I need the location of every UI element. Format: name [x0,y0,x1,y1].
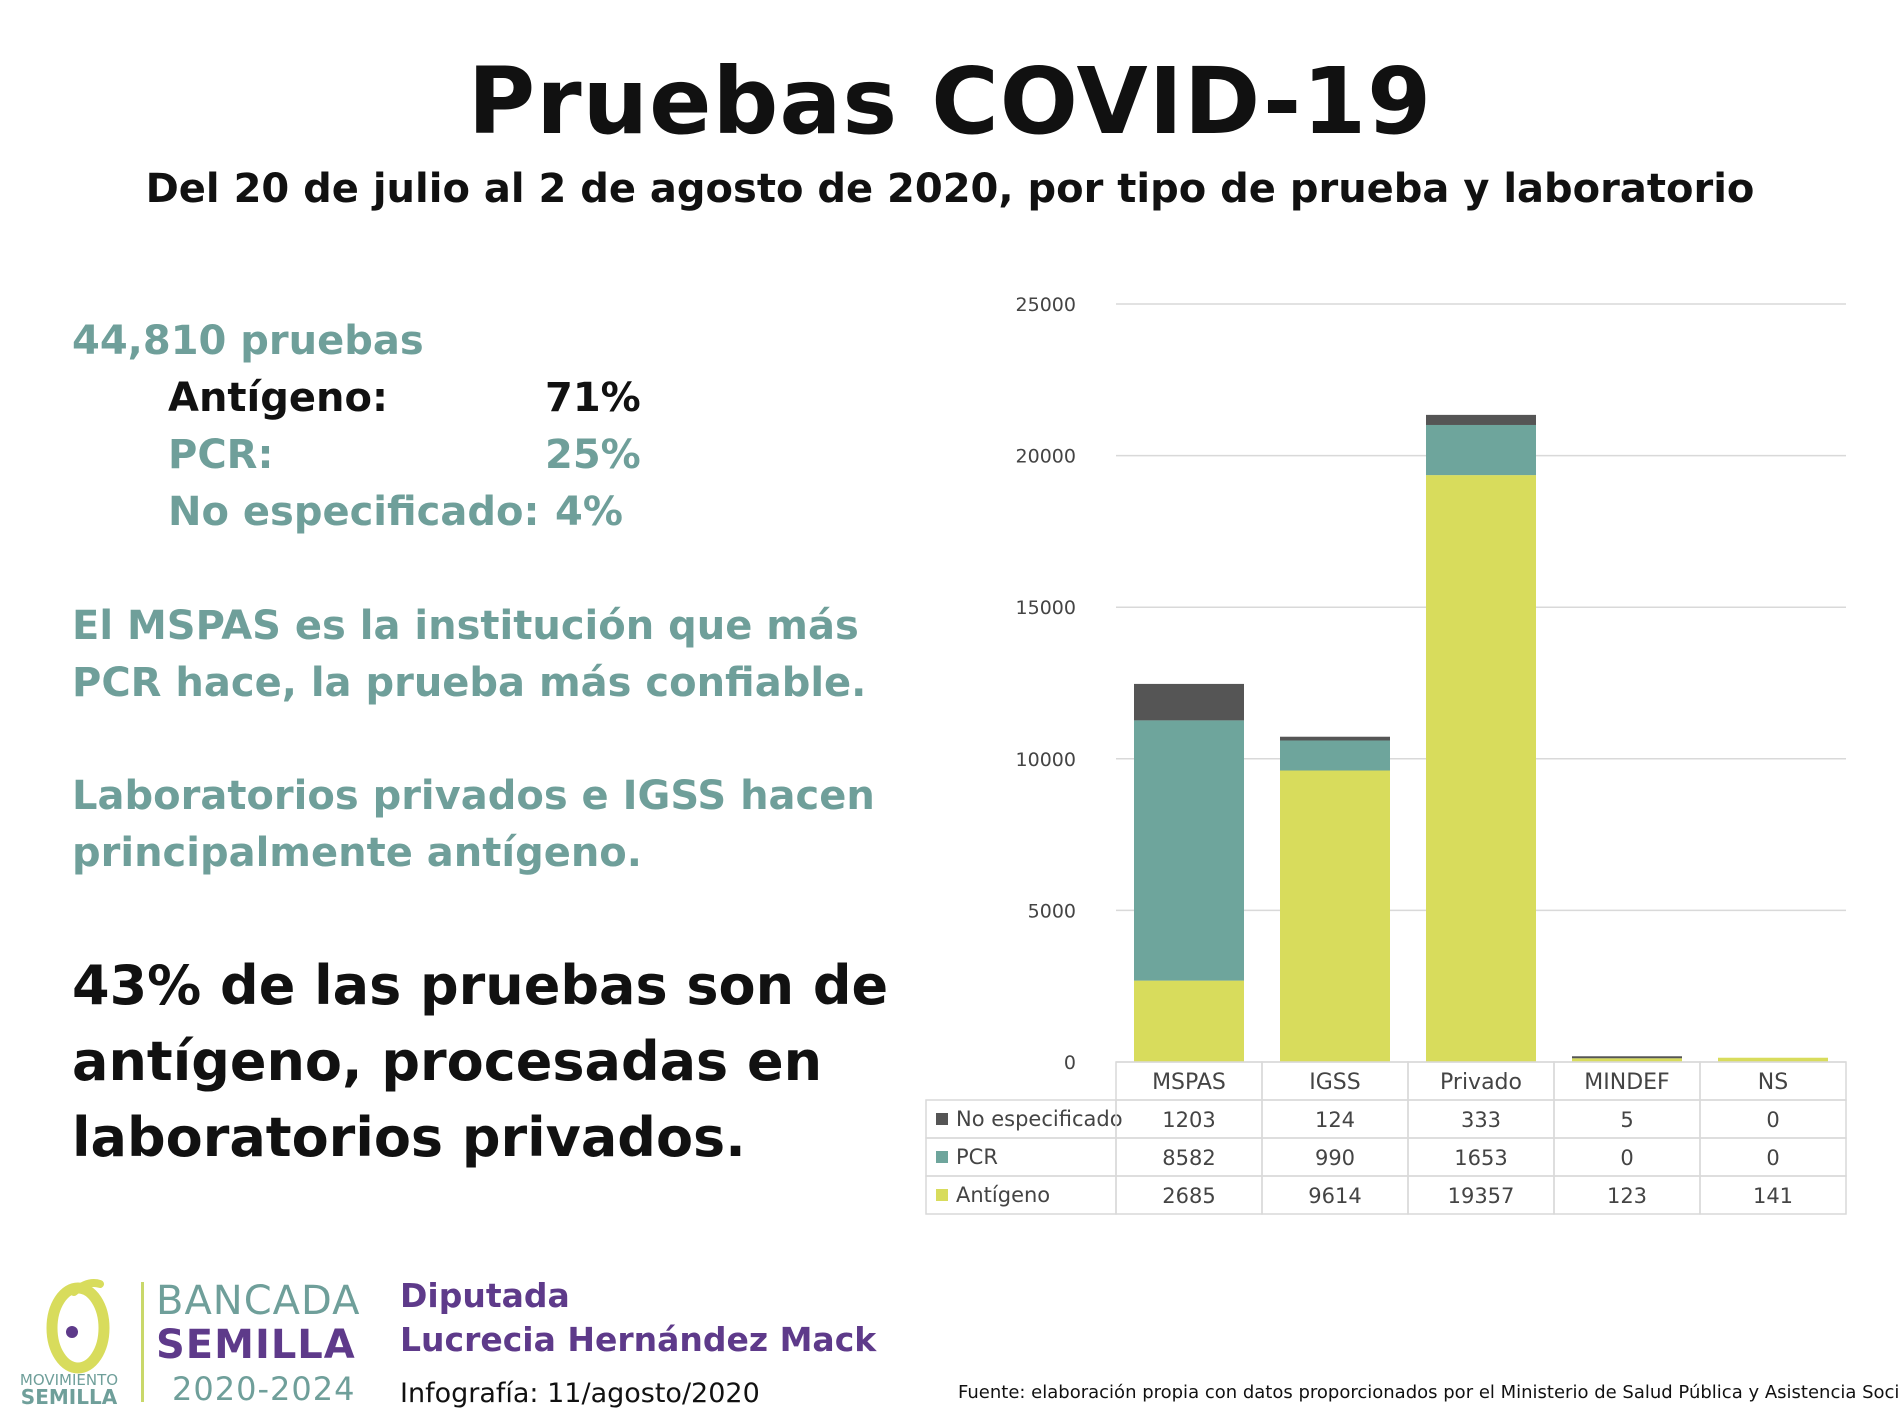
highlight-statement: 43% de las pruebas son de antígeno, proc… [72,948,888,1176]
y-tick-label: 25000 [1016,294,1076,316]
category-label: MINDEF [1584,1070,1669,1095]
logo-text-line2: SEMILLA [20,1385,118,1409]
brand-years: 2020-2024 [172,1370,356,1408]
data-label: 990 [1315,1146,1355,1170]
data-label: 141 [1753,1184,1793,1208]
bar-segment [1572,1056,1682,1059]
note-mspas-line1: El MSPAS es la institución que más [72,603,859,649]
pcr-label: PCR: [168,432,274,478]
category-label: IGSS [1309,1070,1360,1095]
data-label: 2685 [1162,1184,1215,1208]
note-mspas-line2: PCR hace, la prueba más confiable. [72,660,867,706]
bar-segment [1280,740,1390,771]
y-tick-label: 10000 [1016,749,1076,771]
data-label: 1653 [1454,1146,1507,1170]
bar-segment [1426,414,1536,425]
y-tick-label: 20000 [1016,446,1076,468]
note-private-line2: principalmente antígeno. [72,830,642,876]
infografia-date: Infografía: 11/agosto/2020 [400,1378,760,1409]
data-label: 19357 [1448,1184,1515,1208]
category-label: Privado [1440,1070,1522,1095]
bar-segment [1426,424,1536,476]
page-subtitle: Del 20 de julio al 2 de agosto de 2020, … [145,166,1755,212]
page-title: Pruebas COVID-19 [467,48,1433,155]
highlight-line1: 43% de las pruebas son de [72,954,889,1017]
note-private-line1: Laboratorios privados e IGSS hacen [72,773,875,819]
bar-segment [1134,980,1244,1062]
pcr-percent: 25% [545,432,641,478]
legend-swatch [936,1113,948,1125]
total-tests: 44,810 pruebas [72,318,424,364]
footer-divider [141,1282,144,1402]
data-label: 124 [1315,1108,1355,1132]
antigeno-label: Antígeno: [168,375,388,421]
data-label: 0 [1766,1146,1779,1170]
highlight-line3: laboratorios privados. [72,1106,746,1169]
category-label: MSPAS [1152,1070,1226,1095]
note-mspas: El MSPAS es la institución que más PCR h… [72,598,866,712]
y-tick-label: 5000 [1028,900,1076,922]
bar-segment [1280,736,1390,741]
legend-label: Antígeno [956,1183,1050,1207]
legend-label: PCR [956,1145,998,1169]
brand-bancada: BANCADA [156,1278,361,1324]
semilla-logo [46,1279,110,1374]
logo-text: MOVIMIENTO SEMILLA [14,1371,124,1409]
y-tick-label: 0 [1064,1052,1076,1074]
source-note: Fuente: elaboración propia con datos pro… [958,1382,1900,1403]
data-label: 5 [1620,1108,1633,1132]
footer-role: Diputada [400,1276,570,1315]
legend-swatch [936,1189,948,1201]
note-private-igss: Laboratorios privados e IGSS hacen princ… [72,768,875,882]
highlight-line2: antígeno, procesadas en [72,1030,823,1093]
bar-segment [1718,1057,1828,1062]
bar-segment [1280,770,1390,1062]
legend-label: No especificado [956,1107,1123,1131]
legend-swatch [936,1151,948,1163]
bar-segment [1134,720,1244,981]
footer-name: Lucrecia Hernández Mack [400,1320,877,1359]
y-tick-label: 15000 [1016,597,1076,619]
no-especificado-label: No especificado: [168,489,540,535]
no-especificado-percent: 4% [555,489,623,535]
brand-semilla: SEMILLA [156,1322,356,1368]
bar-segment [1134,683,1244,721]
antigeno-percent: 71% [545,375,641,421]
logo-text-line1: MOVIMIENTO [19,1371,119,1389]
category-label: NS [1758,1070,1788,1095]
table-cell-border [1699,1175,1847,1215]
data-label: 0 [1620,1146,1633,1170]
bar-segment [1426,475,1536,1062]
bar-segment [1572,1058,1682,1062]
data-label: 9614 [1308,1184,1361,1208]
data-label: 333 [1461,1108,1501,1132]
data-label: 1203 [1162,1108,1215,1132]
data-label: 8582 [1162,1146,1215,1170]
data-label: 0 [1766,1108,1779,1132]
data-label: 123 [1607,1184,1647,1208]
table-legend-cell [925,1137,1117,1177]
